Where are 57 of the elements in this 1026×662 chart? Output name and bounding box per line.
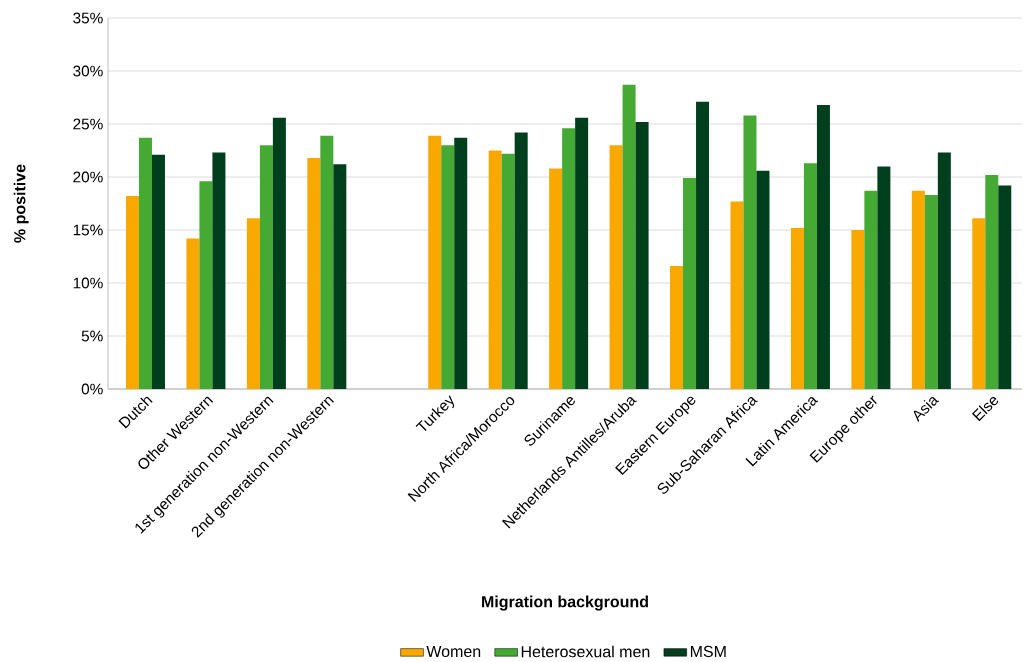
bar — [985, 174, 999, 389]
bar — [756, 170, 770, 389]
bar — [428, 135, 442, 389]
bar — [924, 195, 938, 389]
bar — [730, 201, 744, 389]
bar — [998, 185, 1012, 389]
legend-label: Heterosexual men — [521, 645, 650, 658]
y-tick-label: 35% — [73, 12, 103, 24]
legend-label: Women — [426, 645, 481, 658]
y-tick-label: 10% — [73, 277, 103, 289]
bar — [272, 117, 286, 389]
bar — [514, 132, 528, 389]
bar — [125, 196, 139, 389]
y-tick-label: 15% — [73, 224, 103, 236]
y-tick-label: 30% — [73, 65, 103, 77]
bar — [877, 166, 891, 389]
bar — [488, 150, 502, 389]
bar — [683, 178, 697, 389]
bar — [972, 218, 986, 389]
bar — [670, 266, 684, 389]
y-tick-label: 20% — [73, 171, 103, 183]
x-axis-title: Migration background — [482, 595, 648, 611]
bar — [320, 135, 334, 389]
bar — [199, 181, 213, 389]
bar — [259, 145, 273, 389]
bar — [138, 137, 152, 389]
bar — [622, 84, 636, 389]
x-tick-label: Asia — [913, 397, 940, 423]
y-tick-label: 5% — [81, 330, 103, 342]
bar — [186, 238, 200, 389]
bar — [816, 104, 830, 389]
bar — [696, 101, 710, 389]
legend-label: MSM — [690, 645, 726, 658]
bar — [609, 145, 623, 389]
bar — [635, 121, 649, 389]
bar — [549, 168, 563, 389]
bar — [333, 164, 347, 389]
bar — [501, 153, 515, 389]
bar — [441, 145, 455, 389]
bar — [454, 137, 468, 389]
bar — [937, 152, 951, 389]
y-tick-label: 0% — [81, 383, 103, 395]
x-tick-label: Else — [971, 397, 999, 422]
bar — [246, 218, 260, 389]
bar — [151, 154, 165, 389]
bar — [851, 230, 865, 389]
bar — [790, 227, 804, 389]
bar — [212, 152, 226, 389]
bar — [743, 115, 757, 389]
y-tick-label: 25% — [73, 118, 103, 130]
bar — [911, 190, 925, 389]
bar — [307, 157, 321, 389]
bar — [575, 117, 589, 389]
bar — [562, 128, 576, 389]
bar — [803, 163, 817, 389]
bar — [864, 190, 878, 389]
y-axis-title: % positive — [13, 164, 29, 243]
